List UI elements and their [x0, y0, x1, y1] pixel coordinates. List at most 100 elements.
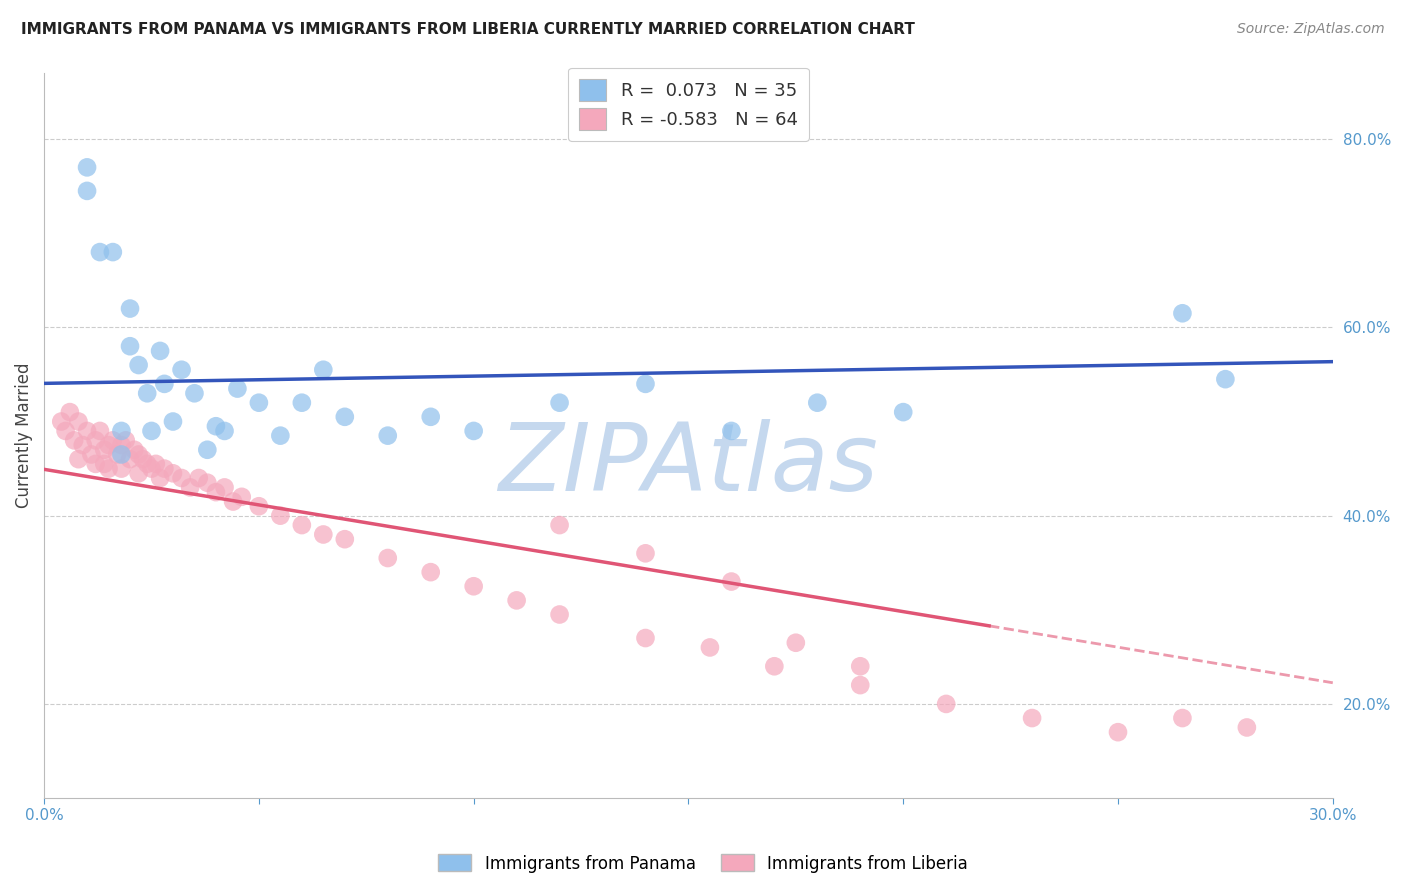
Point [231, 490, 253, 504]
Point [548, 395, 571, 409]
Point [463, 424, 485, 438]
Text: IMMIGRANTS FROM PANAMA VS IMMIGRANTS FROM LIBERIA CURRENTLY MARRIED CORRELATION : IMMIGRANTS FROM PANAMA VS IMMIGRANTS FRO… [21, 22, 915, 37]
Point [269, 428, 291, 442]
Point [505, 593, 527, 607]
Point [80, 447, 103, 461]
Point [195, 442, 218, 457]
Point [1215, 372, 1237, 386]
Point [55, 424, 77, 438]
Point [101, 245, 124, 260]
Point [67, 452, 90, 467]
Point [72, 438, 94, 452]
Point [222, 494, 245, 508]
Point [419, 409, 441, 424]
Point [720, 574, 742, 589]
Point [110, 438, 132, 452]
Point [935, 697, 957, 711]
Point [128, 358, 150, 372]
Legend: Immigrants from Panama, Immigrants from Liberia: Immigrants from Panama, Immigrants from … [432, 847, 974, 880]
Point [634, 631, 657, 645]
Point [110, 424, 132, 438]
Point [333, 409, 356, 424]
Point [226, 382, 249, 396]
Point [419, 565, 441, 579]
Point [93, 457, 115, 471]
Point [1171, 306, 1194, 320]
Point [76, 161, 98, 175]
Point [67, 415, 90, 429]
Point [97, 461, 120, 475]
Point [149, 343, 172, 358]
Point [84, 434, 107, 448]
Point [149, 471, 172, 485]
Point [548, 607, 571, 622]
Point [1021, 711, 1043, 725]
Point [205, 419, 228, 434]
Point [312, 527, 335, 541]
Point [170, 471, 193, 485]
Text: Source: ZipAtlas.com: Source: ZipAtlas.com [1237, 22, 1385, 37]
Point [128, 467, 150, 481]
Point [118, 301, 141, 316]
Point [377, 551, 399, 566]
Point [187, 471, 209, 485]
Point [195, 475, 218, 490]
Point [162, 415, 184, 429]
Point [891, 405, 914, 419]
Point [183, 386, 205, 401]
Point [377, 428, 399, 442]
Point [849, 678, 872, 692]
Point [97, 438, 120, 452]
Point [128, 447, 150, 461]
Point [110, 461, 132, 475]
Point [333, 532, 356, 546]
Point [84, 457, 107, 471]
Point [699, 640, 721, 655]
Point [291, 395, 314, 409]
Point [76, 424, 98, 438]
Point [1171, 711, 1194, 725]
Point [51, 415, 73, 429]
Point [1236, 721, 1258, 735]
Point [463, 579, 485, 593]
Point [110, 447, 132, 461]
Point [269, 508, 291, 523]
Point [247, 500, 270, 514]
Point [785, 636, 807, 650]
Point [214, 424, 236, 438]
Point [124, 442, 146, 457]
Point [634, 546, 657, 560]
Point [132, 452, 155, 467]
Point [162, 467, 184, 481]
Point [114, 434, 136, 448]
Point [806, 395, 828, 409]
Point [93, 442, 115, 457]
Point [205, 485, 228, 500]
Point [153, 461, 176, 475]
Point [720, 424, 742, 438]
Point [76, 184, 98, 198]
Point [849, 659, 872, 673]
Point [89, 424, 111, 438]
Point [291, 518, 314, 533]
Point [101, 434, 124, 448]
Point [89, 245, 111, 260]
Point [136, 386, 159, 401]
Point [118, 339, 141, 353]
Point [634, 376, 657, 391]
Point [59, 405, 82, 419]
Point [312, 363, 335, 377]
Point [179, 480, 201, 494]
Point [170, 363, 193, 377]
Point [1107, 725, 1129, 739]
Point [141, 424, 163, 438]
Point [118, 452, 141, 467]
Y-axis label: Currently Married: Currently Married [15, 363, 32, 508]
Point [247, 395, 270, 409]
Point [763, 659, 786, 673]
Point [145, 457, 167, 471]
Point [214, 480, 236, 494]
Legend: R =  0.073   N = 35, R = -0.583   N = 64: R = 0.073 N = 35, R = -0.583 N = 64 [568, 68, 808, 141]
Point [63, 434, 86, 448]
Point [105, 447, 128, 461]
